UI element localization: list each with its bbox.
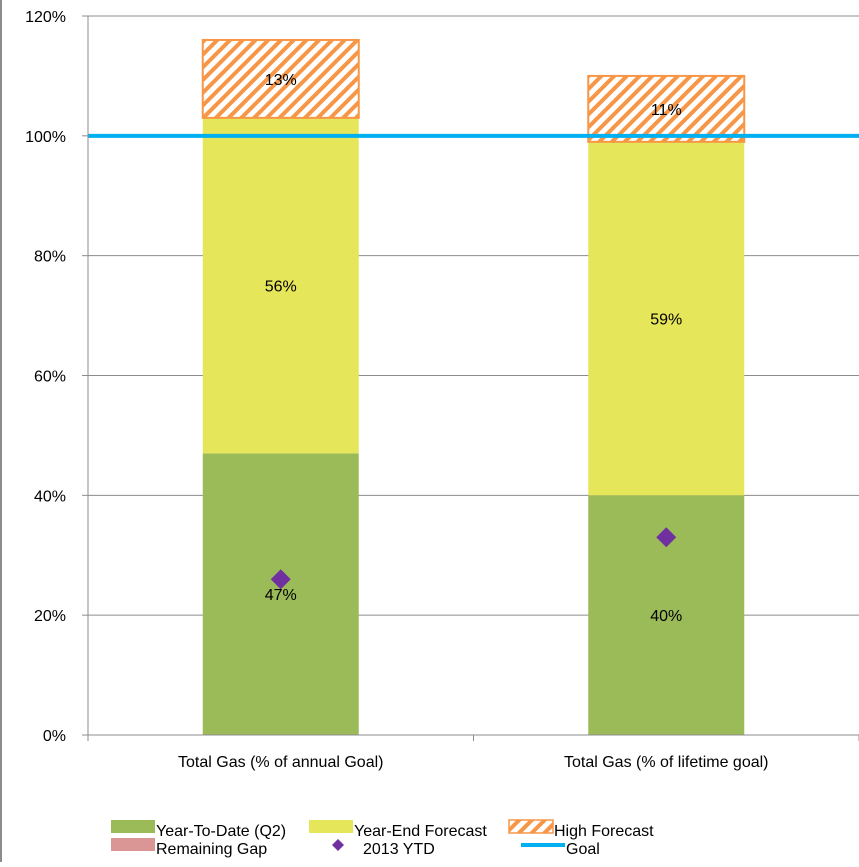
bar-segment [202, 117, 359, 454]
y-tick-label: 20% [34, 608, 66, 625]
data-label: 47% [265, 587, 297, 604]
legend-swatch [508, 819, 554, 834]
legend-label: High Forecast [554, 823, 654, 840]
legend-label: Year-To-Date (Q2) [156, 823, 286, 840]
y-tick-label: 40% [34, 488, 66, 505]
bar-segment [201, 38, 360, 119]
x-tick-label: Total Gas (% of annual Goal) [178, 754, 383, 771]
legend-label: Remaining Gap [156, 841, 267, 858]
y-tick-label: 100% [25, 129, 66, 146]
legend-swatch [111, 838, 155, 851]
data-label: 13% [265, 72, 297, 89]
chart-border [0, 0, 2, 862]
legend-label: 2013 YTD [363, 841, 435, 858]
legend-label: Goal [566, 841, 600, 858]
y-tick-label: 120% [25, 9, 66, 26]
legend-swatch [332, 839, 344, 851]
data-label: 11% [651, 102, 682, 119]
y-tick-label: 60% [34, 369, 66, 386]
bar-segment [587, 74, 746, 143]
y-tick-label: 80% [34, 249, 66, 266]
y-tick-label: 0% [43, 728, 66, 745]
marker-point [270, 569, 291, 590]
data-label: 59% [650, 312, 682, 329]
legend-label: Year-End Forecast [354, 823, 487, 840]
marker-point [656, 527, 677, 548]
legend-swatch [309, 820, 353, 833]
bar-segment [588, 141, 745, 496]
x-tick-label: Total Gas (% of lifetime goal) [564, 754, 769, 771]
data-label: 40% [650, 608, 682, 625]
bar-segment [202, 453, 359, 735]
legend-swatch [111, 820, 155, 833]
data-label: 56% [265, 279, 297, 296]
